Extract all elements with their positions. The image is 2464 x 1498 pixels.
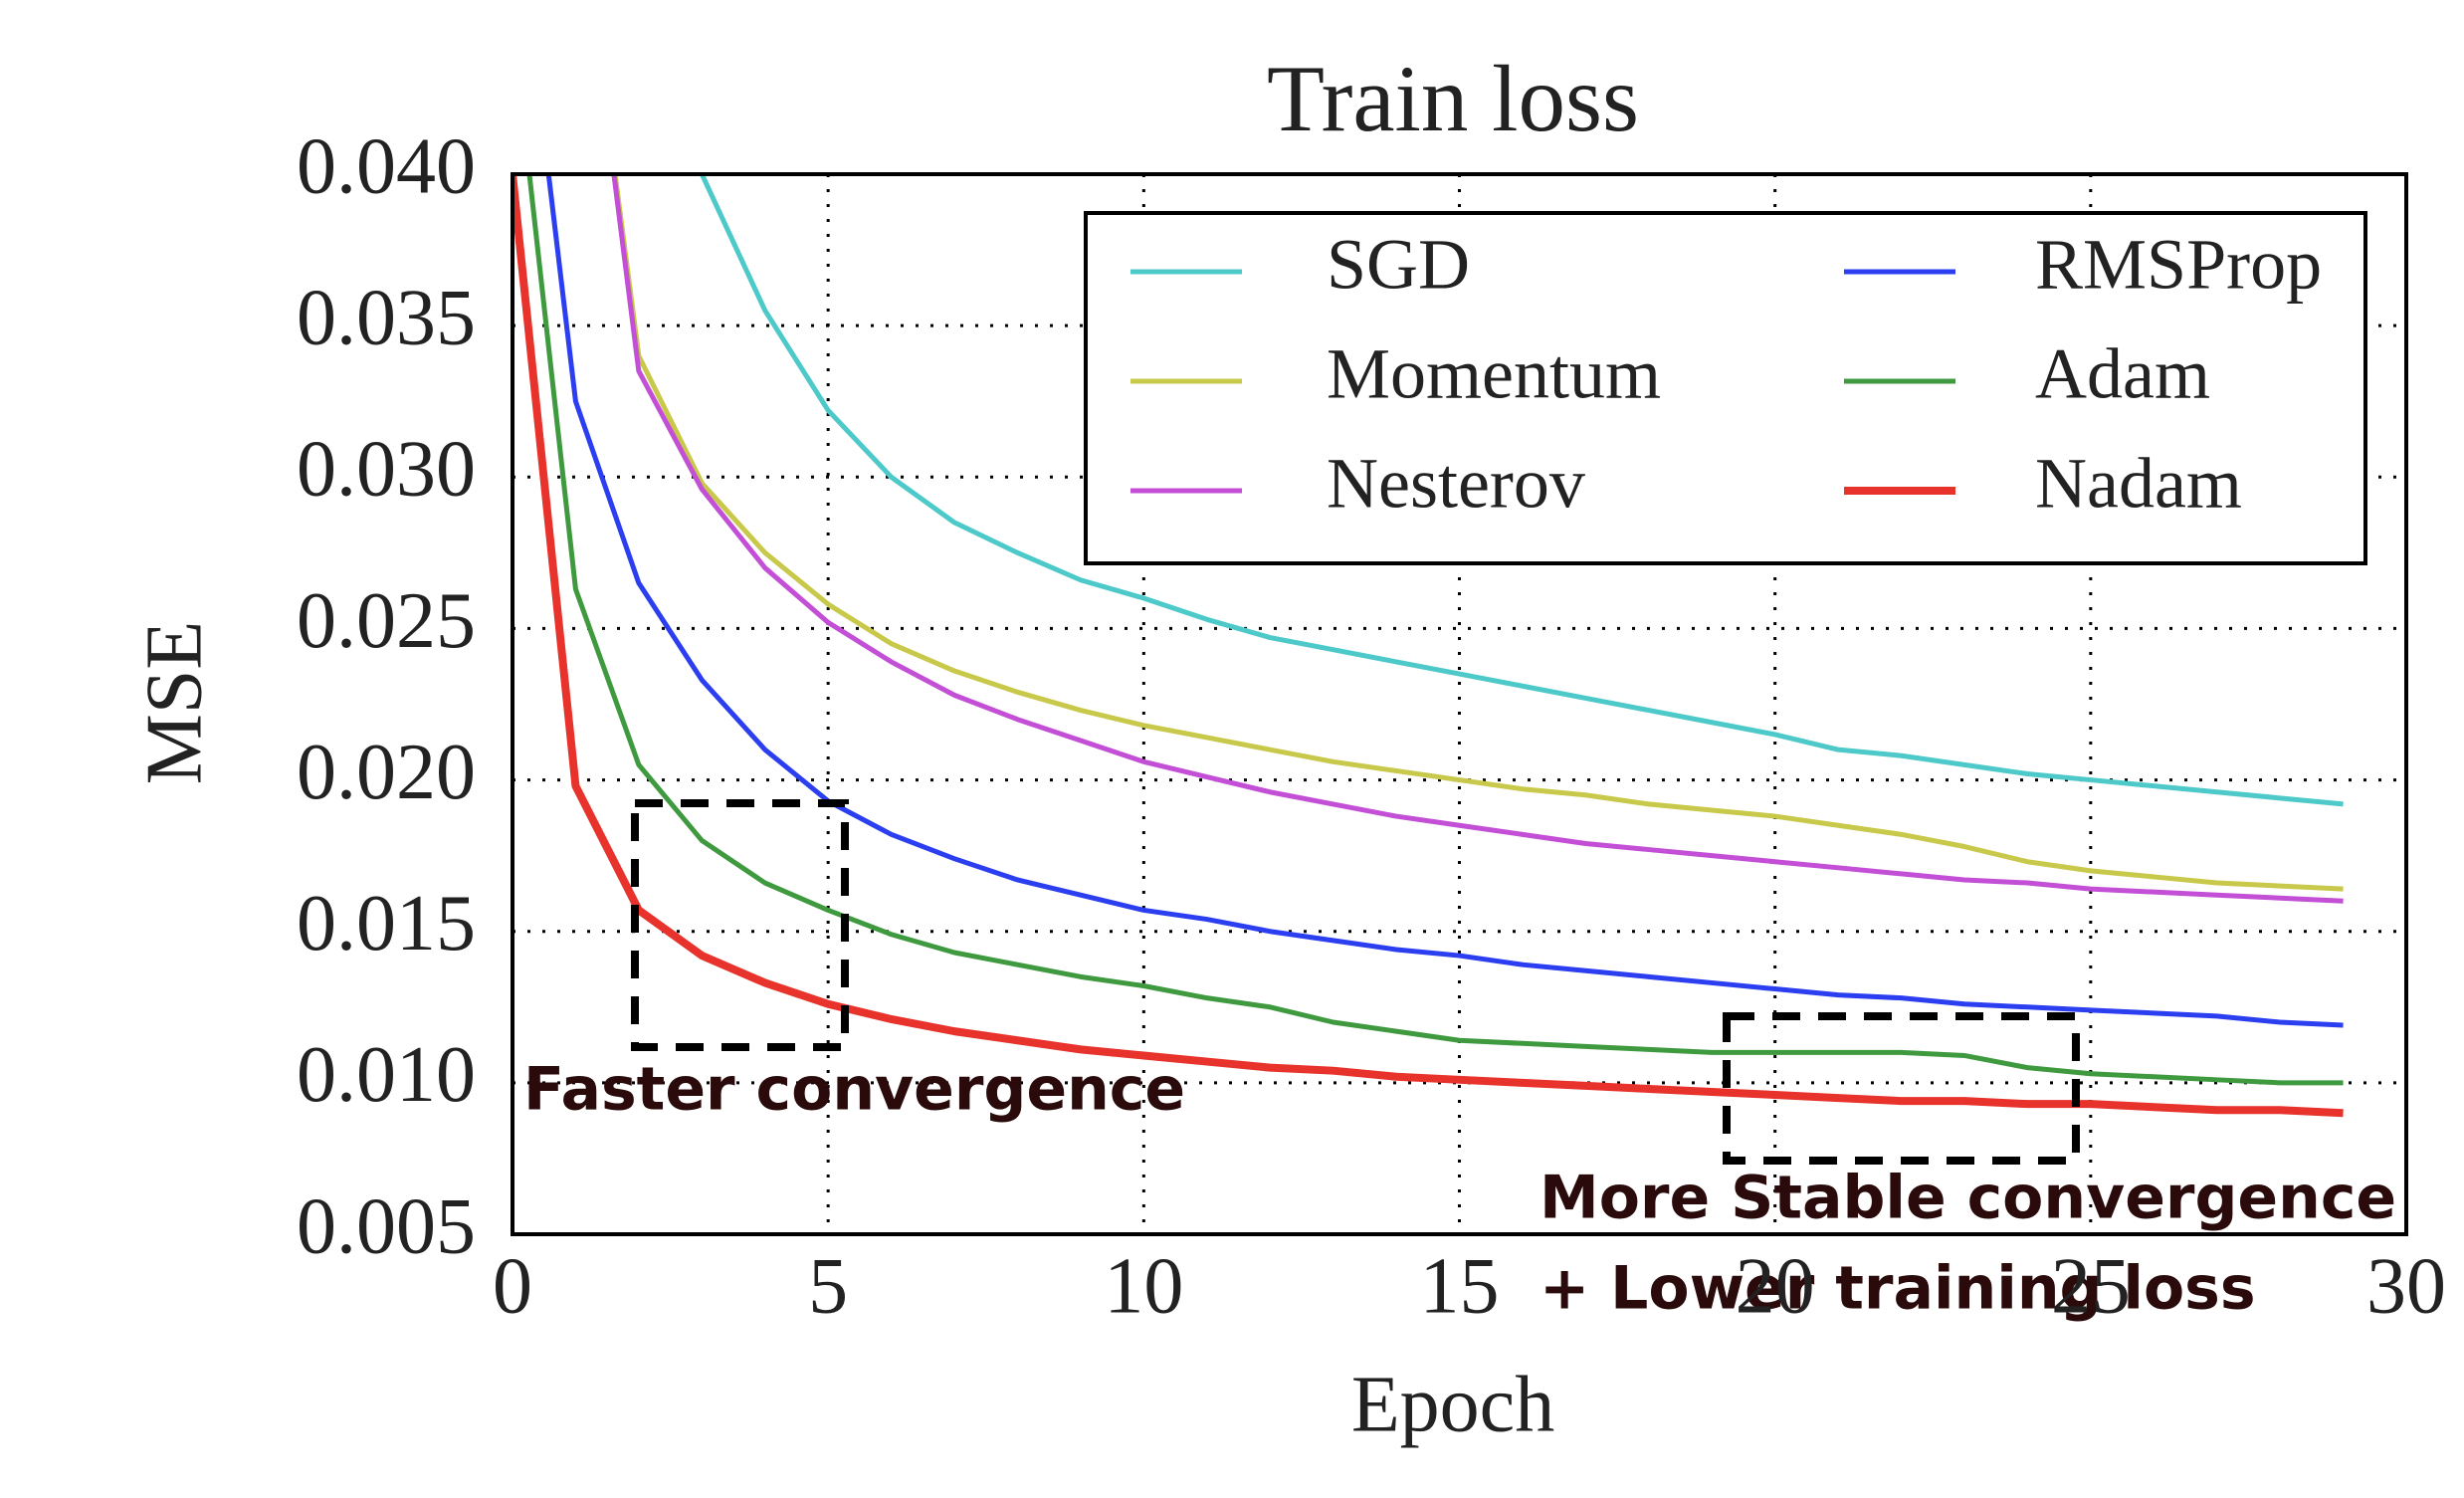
y-tick-label: 0.005	[297, 1182, 476, 1270]
y-tick-label: 0.015	[297, 880, 476, 967]
series-line	[611, 174, 2344, 904]
legend-box	[1084, 211, 2367, 565]
legend-label: Nesterov	[1327, 444, 1585, 524]
plot-lines	[513, 174, 2344, 1118]
legend-label: Adam	[2035, 334, 2210, 414]
x-tick-label: 30	[2366, 1242, 2446, 1330]
x-tick-label: 5	[808, 1242, 848, 1330]
x-tick-label: 25	[2051, 1242, 2131, 1330]
legend: SGD Momentum Nesterov RMSProp Adam Nadam	[1084, 211, 2367, 565]
series-line	[545, 174, 2344, 1028]
x-tick-label: 15	[1420, 1242, 1500, 1330]
chart-title: Train loss	[1267, 46, 1639, 151]
y-tick-label: 0.010	[297, 1031, 476, 1119]
x-tick-label: 20	[1736, 1242, 1815, 1330]
series-line	[513, 174, 2344, 1118]
y-tick-label: 0.040	[297, 122, 476, 210]
annotation: + Lower training loss	[1540, 1254, 2256, 1324]
y-axis-label: MSE	[130, 621, 218, 785]
x-tick-label: 10	[1104, 1242, 1183, 1330]
legend-label: Momentum	[1327, 334, 1661, 414]
y-tick-label: 0.020	[297, 729, 476, 816]
y-tick-label: 0.025	[297, 577, 476, 665]
annotation: Faster convergence	[523, 1055, 1185, 1125]
plot-frame	[511, 172, 2408, 1236]
legend-label: RMSProp	[2035, 225, 2322, 305]
x-tick-label: 0	[493, 1242, 532, 1330]
series-line	[612, 174, 2344, 892]
legend-label: Nadam	[2035, 444, 2242, 524]
annotation-box	[631, 799, 849, 1051]
x-axis-label: Epoch	[1351, 1361, 1554, 1448]
y-tick-label: 0.035	[297, 275, 476, 362]
series-line	[699, 174, 2344, 807]
annotation: More Stable convergence	[1540, 1164, 2396, 1233]
series-line	[526, 174, 2344, 1086]
annotation-box	[1723, 1012, 2080, 1165]
y-tick-label: 0.030	[297, 426, 476, 514]
legend-label: SGD	[1327, 225, 1470, 305]
